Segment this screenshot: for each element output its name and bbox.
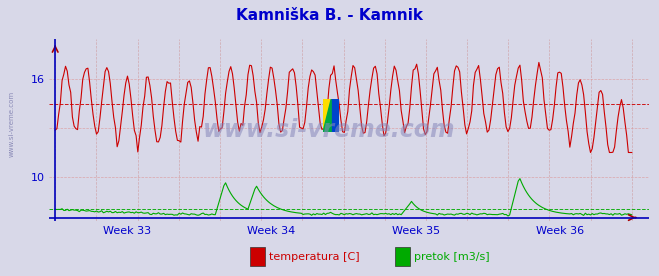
Text: www.si-vreme.com: www.si-vreme.com [203,118,456,142]
Bar [323,99,331,132]
Text: pretok [m3/s]: pretok [m3/s] [414,252,490,262]
Text: www.si-vreme.com: www.si-vreme.com [9,91,14,157]
Bar [331,99,339,132]
Text: temperatura [C]: temperatura [C] [269,252,360,262]
Polygon shape [323,99,331,132]
Text: Kamniška B. - Kamnik: Kamniška B. - Kamnik [236,8,423,23]
